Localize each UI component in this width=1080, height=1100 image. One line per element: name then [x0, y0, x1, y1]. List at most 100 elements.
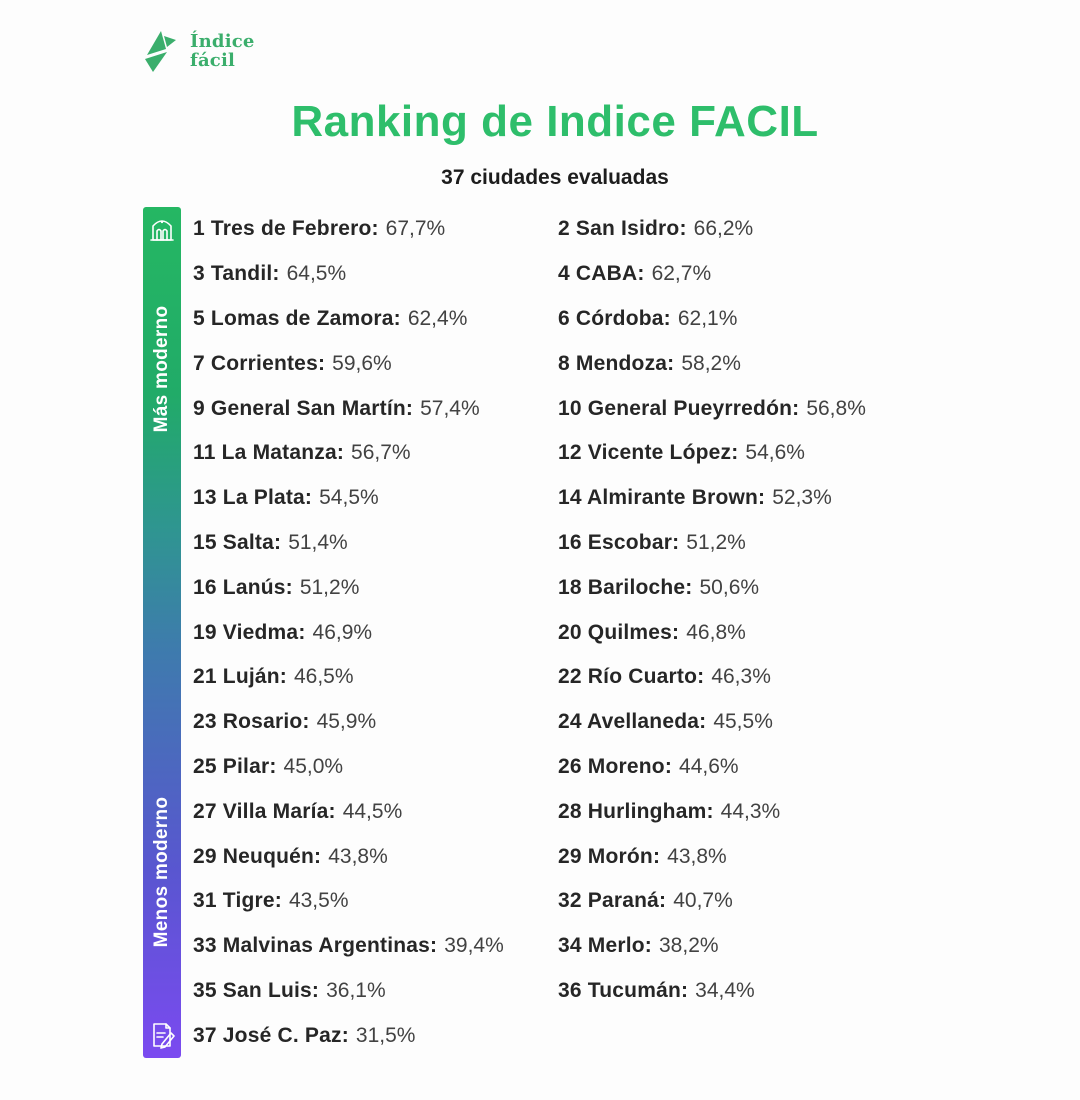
city-score: 36,1% [326, 978, 386, 1002]
list-item: 11 La Matanza: 56,7% [193, 431, 553, 476]
city-score: 62,4% [407, 306, 468, 330]
city-rank-name: 18 Bariloche: [558, 575, 693, 599]
city-score: 56,8% [806, 396, 866, 420]
list-item: 31 Tigre: 43,5% [193, 879, 553, 924]
city-score: 54,6% [745, 441, 805, 465]
list-item: 33 Malvinas Argentinas: 39,4% [193, 924, 553, 969]
city-rank-name: 24 Avellaneda: [558, 710, 707, 734]
city-score: 46,8% [686, 620, 746, 644]
city-rank-name: 11 La Matanza: [193, 441, 345, 465]
list-item: 1 Tres de Febrero: 67,7% [193, 207, 553, 252]
page-title: Ranking de Indice FACIL [291, 97, 819, 146]
list-item: 14 Almirante Brown: 52,3% [558, 476, 948, 521]
ranking-column-left: 1 Tres de Febrero: 67,7% 3 Tandil: 64,5% 5 L… [193, 207, 553, 1058]
list-item: 16 Lanús: 51,2% [193, 565, 553, 610]
city-score: 52,3% [772, 486, 832, 510]
list-item: 23 Rosario: 45,9% [193, 700, 553, 745]
list-item: 2 San Isidro: 66,2% [558, 207, 948, 252]
city-rank-name: 31 Tigre: [193, 889, 282, 913]
brand-logo-line1: Índice [190, 31, 255, 52]
city-score: 54,5% [319, 486, 379, 510]
list-item: 6 Córdoba: 62,1% [558, 297, 948, 342]
city-score: 67,7% [385, 217, 446, 241]
list-item: 4 CABA: 62,7% [558, 252, 948, 297]
city-score: 51,4% [288, 530, 348, 554]
city-score: 45,5% [713, 710, 773, 734]
city-rank-name: 5 Lomas de Zamora: [193, 306, 401, 330]
city-score: 38,2% [659, 934, 719, 958]
city-score: 64,5% [286, 262, 347, 286]
city-score: 66,2% [693, 217, 754, 241]
city-rank-name: 12 Vicente López: [558, 441, 739, 465]
list-item: 29 Morón: 43,8% [558, 834, 948, 879]
city-rank-name: 22 Río Cuarto: [558, 665, 705, 689]
list-item: 19 Viedma: 46,9% [193, 610, 553, 655]
city-rank-name: 27 Villa María: [193, 799, 336, 823]
list-item: 34 Merlo: 38,2% [558, 924, 948, 969]
city-rank-name: 29 Morón: [558, 844, 661, 868]
city-rank-name: 10 General Pueyrredón: [558, 396, 800, 420]
list-item: 29 Neuquén: 43,8% [193, 834, 553, 879]
list-item: 26 Moreno: 44,6% [558, 745, 948, 790]
list-item: 27 Villa María: 44,5% [193, 789, 553, 834]
city-rank-name: 36 Tucumán: [558, 978, 689, 1002]
list-item: 8 Mendoza: 58,2% [558, 341, 948, 386]
city-rank-name: 20 Quilmes: [558, 620, 680, 644]
city-score: 56,7% [351, 441, 411, 465]
brand-logo-text: Índice fácil [190, 32, 255, 70]
list-item: 9 General San Martín: 57,4% [193, 386, 553, 431]
city-score: 46,9% [312, 620, 373, 644]
city-rank-name: 13 La Plata: [193, 486, 313, 510]
city-score: 44,5% [342, 799, 403, 823]
city-score: 62,1% [677, 306, 738, 330]
list-item: 22 Río Cuarto: 46,3% [558, 655, 948, 700]
list-item: 3 Tandil: 64,5% [193, 252, 553, 297]
city-rank-name: 21 Luján: [193, 665, 287, 689]
document-pencil-icon [153, 1023, 175, 1049]
city-score: 59,6% [332, 351, 392, 375]
list-item: 20 Quilmes: 46,8% [558, 610, 948, 655]
city-rank-name: 15 Salta: [193, 530, 282, 554]
list-item: 28 Hurlingham: 44,3% [558, 789, 948, 834]
origami-bird-icon [145, 31, 176, 72]
city-score: 40,7% [673, 889, 733, 913]
city-score: 46,3% [711, 665, 771, 689]
city-rank-name: 14 Almirante Brown: [558, 486, 766, 510]
list-item: 5 Lomas de Zamora: 62,4% [193, 297, 553, 342]
list-item: 37 José C. Paz: 31,5% [193, 1013, 553, 1058]
city-score: 44,3% [720, 799, 781, 823]
city-score: 45,0% [283, 754, 344, 778]
city-rank-name: 7 Corrientes: [193, 351, 326, 375]
city-score: 57,4% [420, 396, 480, 420]
city-rank-name: 19 Viedma: [193, 620, 306, 644]
list-item: 24 Avellaneda: 45,5% [558, 700, 948, 745]
brand-logo-line2: fácil [190, 50, 236, 71]
scale-label-menos-moderno: Menos moderno [151, 796, 172, 948]
city-rank-name: 4 CABA: [558, 262, 645, 286]
city-rank-name: 23 Rosario: [193, 710, 310, 734]
city-score: 43,5% [288, 889, 349, 913]
city-score: 58,2% [681, 351, 741, 375]
list-item: 10 General Pueyrredón: 56,8% [558, 386, 948, 431]
city-score: 43,8% [328, 844, 388, 868]
city-rank-name: 6 Córdoba: [558, 306, 671, 330]
city-rank-name: 3 Tandil: [193, 262, 280, 286]
city-rank-name: 26 Moreno: [558, 754, 673, 778]
list-item: 32 Paraná: 40,7% [558, 879, 948, 924]
list-item: 12 Vicente López: 54,6% [558, 431, 948, 476]
city-rank-name: 16 Escobar: [558, 530, 680, 554]
city-rank-name: 33 Malvinas Argentinas: [193, 934, 438, 958]
city-score: 34,4% [695, 978, 755, 1002]
city-score: 43,8% [667, 844, 727, 868]
list-item: 35 San Luis: 36,1% [193, 969, 553, 1014]
modern-building-icon [150, 220, 174, 241]
list-item: 15 Salta: 51,4% [193, 521, 553, 566]
city-score: 51,2% [686, 530, 746, 554]
list-item: 7 Corrientes: 59,6% [193, 341, 553, 386]
list-item: 18 Bariloche: 50,6% [558, 565, 948, 610]
city-rank-name: 34 Merlo: [558, 934, 652, 958]
city-score: 31,5% [355, 1023, 416, 1047]
city-score: 46,5% [293, 665, 354, 689]
page-subtitle: 37 ciudades evaluadas [441, 166, 669, 189]
